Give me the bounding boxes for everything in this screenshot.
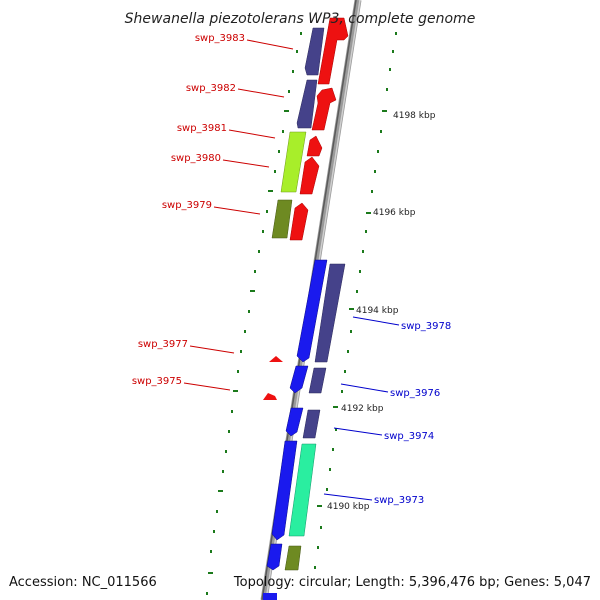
major-tick [382,110,387,112]
gene-label-swp-3974[interactable]: swp_3974 [384,431,434,442]
gene-swp-3980-fwd [299,156,320,195]
gene-bottom-c [263,593,277,600]
gene-swp-3983 [304,27,325,76]
gene-swp-3974 [302,409,321,439]
scale-label: 4196 kbp [373,208,416,218]
gene-label-swp-3980[interactable]: swp_3980 [171,153,221,164]
gene-swp-3975 [263,393,277,400]
reverse-track [263,27,328,571]
gene-swp-3979 [271,199,293,239]
gene-swp-3974-strand-a [285,407,304,437]
gene-label-swp-3976[interactable]: swp_3976 [390,388,440,399]
topology-label: Topology: circular; Length: 5,396,476 bp… [233,575,591,590]
accession-label: Accession: NC_011566 [9,575,157,590]
gene-swp-3982 [296,79,318,129]
gene-swp-3978-strand-a [296,259,328,363]
leader-lines-left [183,39,294,391]
gene-label-swp-3979[interactable]: swp_3979 [162,200,212,211]
gene-swp-3982-fwd [311,87,337,131]
gene-label-swp-3983[interactable]: swp_3983 [195,33,245,44]
gene-label-swp-3975[interactable]: swp_3975 [132,376,182,387]
gene-label-swp-3978[interactable]: swp_3978 [401,321,451,332]
gene-label-swp-3973[interactable]: swp_3973 [374,495,424,506]
gene-swp-3976 [308,367,327,394]
scale-label: 4198 kbp [393,111,436,121]
scale-label: 4194 kbp [356,306,399,316]
leader-lines-right [323,316,400,501]
gene-swp-3981-fwd [306,135,323,157]
gene-swp-3973-strand-a [271,440,298,541]
gene-swp-3976-strand-a [289,365,309,394]
gene-swp-3977 [269,356,283,362]
gene-swp-3973 [288,443,317,537]
gene-swp-3978 [314,263,346,363]
forward-track [284,17,349,571]
scale-label: 4192 kbp [341,404,384,414]
gene-swp-3979-fwd [289,202,309,241]
scale-label: 4190 kbp [327,502,370,512]
gene-swp-3980 [280,131,307,193]
gene-label-swp-3977[interactable]: swp_3977 [138,339,188,350]
scale-dots [206,32,397,595]
gene-label-swp-3982[interactable]: swp_3982 [186,83,236,94]
map-title: Shewanella piezotolerans WP3, complete g… [125,11,476,27]
gene-bottom-a [266,543,283,571]
gene-bottom-b [284,545,302,571]
gene-label-swp-3981[interactable]: swp_3981 [177,123,227,134]
gene-swp-3983-fwd [317,17,349,85]
